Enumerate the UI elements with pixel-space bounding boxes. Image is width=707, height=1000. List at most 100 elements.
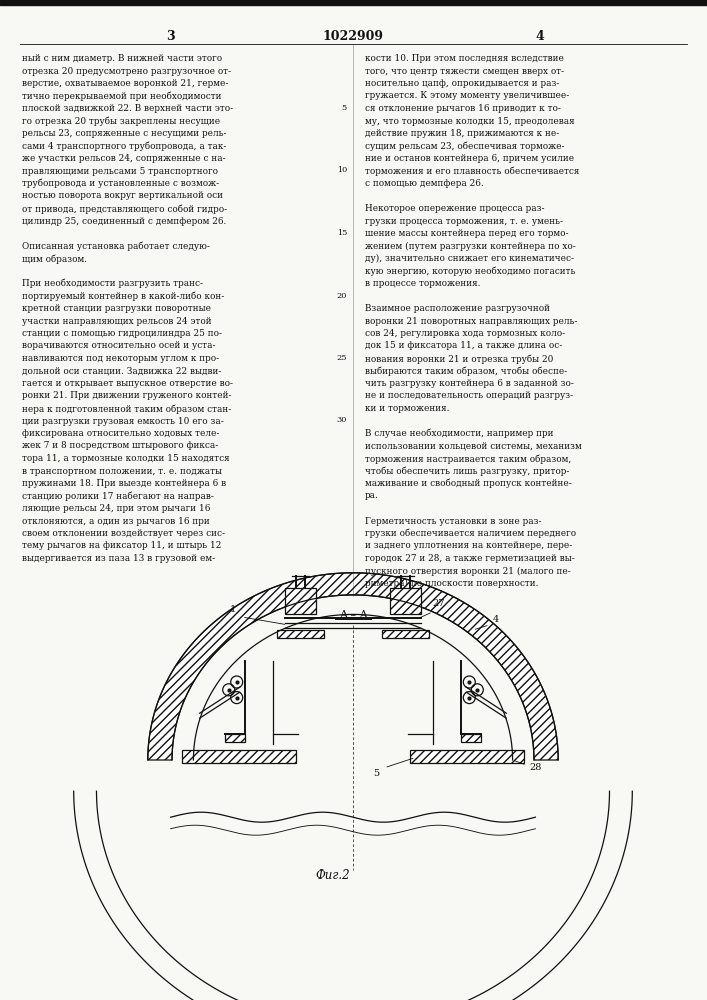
Text: Фиг.2: Фиг.2	[316, 869, 350, 882]
Text: ный с ним диаметр. В нижней части этого: ный с ним диаметр. В нижней части этого	[22, 54, 222, 63]
Text: нера к подготовленной таким образом стан-: нера к подготовленной таким образом стан…	[22, 404, 231, 414]
Text: 5: 5	[373, 768, 379, 778]
Text: использовании кольцевой системы, механизм: использовании кольцевой системы, механиз…	[365, 442, 582, 450]
Text: ду), значительно снижает его кинематичес-: ду), значительно снижает его кинематичес…	[365, 254, 574, 263]
Text: рельсы 23, сопряженные с несущими рель-: рельсы 23, сопряженные с несущими рель-	[22, 129, 226, 138]
Text: Некоторое опережение процесса раз-: Некоторое опережение процесса раз-	[365, 204, 544, 213]
Text: 20: 20	[337, 292, 347, 300]
Text: ся отклонение рычагов 16 приводит к то-: ся отклонение рычагов 16 приводит к то-	[365, 104, 561, 113]
Polygon shape	[148, 573, 559, 760]
Text: портируемый контейнер в какой-либо кон-: портируемый контейнер в какой-либо кон-	[22, 292, 224, 301]
Text: 28: 28	[530, 763, 542, 772]
Text: щим образом.: щим образом.	[22, 254, 87, 263]
Text: навливаются под некоторым углом к про-: навливаются под некоторым углом к про-	[22, 354, 219, 363]
Text: ностью поворота вокруг вертикальной оси: ностью поворота вокруг вертикальной оси	[22, 192, 223, 200]
Text: и заднего уплотнения на контейнере, пере-: и заднего уплотнения на контейнере, пере…	[365, 542, 572, 550]
Text: ворачиваются относительно осей и уста-: ворачиваются относительно осей и уста-	[22, 342, 216, 351]
Text: станцию ролики 17 набегают на направ-: станцию ролики 17 набегают на направ-	[22, 491, 214, 501]
Text: нования воронки 21 и отрезка трубы 20: нования воронки 21 и отрезка трубы 20	[365, 354, 554, 363]
Text: станции с помощью гидроцилиндра 25 по-: станции с помощью гидроцилиндра 25 по-	[22, 329, 222, 338]
Text: В случае необходимости, например при: В случае необходимости, например при	[365, 429, 554, 438]
Text: док 15 и фиксатора 11, а также длина ос-: док 15 и фиксатора 11, а также длина ос-	[365, 342, 562, 351]
Text: чить разгрузку контейнера 6 в заданной зо-: чить разгрузку контейнера 6 в заданной з…	[365, 379, 574, 388]
Text: 4: 4	[492, 615, 498, 624]
Text: 1022909: 1022909	[322, 30, 383, 43]
FancyBboxPatch shape	[225, 734, 245, 742]
Text: чтобы обеспечить лишь разгрузку, притор-: чтобы обеспечить лишь разгрузку, притор-	[365, 466, 569, 476]
Text: 4: 4	[536, 30, 544, 43]
Text: сов 24, регулировка хода тормозных коло-: сов 24, регулировка хода тормозных коло-	[365, 329, 565, 338]
Text: Взаимное расположение разгрузочной: Взаимное расположение разгрузочной	[365, 304, 550, 313]
Text: носительно цапф, опрокидывается и раз-: носительно цапф, опрокидывается и раз-	[365, 79, 559, 88]
Text: кости 10. При этом последняя вследствие: кости 10. При этом последняя вследствие	[365, 54, 564, 63]
Text: правляющими рельсами 5 транспортного: правляющими рельсами 5 транспортного	[22, 166, 218, 176]
Text: гружается. К этому моменту увеличившее-: гружается. К этому моменту увеличившее-	[365, 92, 569, 101]
Text: плоской задвижкой 22. В верхней части это-: плоской задвижкой 22. В верхней части эт…	[22, 104, 233, 113]
FancyBboxPatch shape	[382, 630, 429, 638]
Text: маживание и свободный пропуск контейне-: маживание и свободный пропуск контейне-	[365, 479, 572, 488]
Text: фиксирована относительно ходовых теле-: фиксирована относительно ходовых теле-	[22, 429, 219, 438]
Text: тично перекрываемой при необходимости: тично перекрываемой при необходимости	[22, 92, 221, 101]
Text: При необходимости разгрузить транс-: При необходимости разгрузить транс-	[22, 279, 203, 288]
Text: грузки обеспечивается наличием переднего: грузки обеспечивается наличием переднего	[365, 529, 576, 538]
Text: ции разгрузки грузовая емкость 10 его за-: ции разгрузки грузовая емкость 10 его за…	[22, 416, 223, 426]
Text: грузки процесса торможения, т. е. умень-: грузки процесса торможения, т. е. умень-	[365, 217, 563, 226]
Text: торможения настраивается таким образом,: торможения настраивается таким образом,	[365, 454, 571, 464]
Text: 27: 27	[432, 599, 445, 608]
Text: городок 27 и 28, а также герметизацией вы-: городок 27 и 28, а также герметизацией в…	[365, 554, 575, 563]
FancyBboxPatch shape	[285, 588, 316, 614]
Text: ронки 21. При движении груженого контей-: ронки 21. При движении груженого контей-	[22, 391, 231, 400]
Text: жением (путем разгрузки контейнера по хо-: жением (путем разгрузки контейнера по хо…	[365, 241, 575, 251]
Text: тему рычагов на фиксатор 11, и штырь 12: тему рычагов на фиксатор 11, и штырь 12	[22, 542, 221, 550]
Text: не и последовательность операций разгруз-: не и последовательность операций разгруз…	[365, 391, 573, 400]
FancyBboxPatch shape	[390, 588, 421, 614]
Text: шение массы контейнера перед его тормо-: шение массы контейнера перед его тормо-	[365, 229, 568, 238]
Text: кую энергию, которую необходимо погасить: кую энергию, которую необходимо погасить	[365, 266, 575, 276]
Text: дольной оси станции. Задвижка 22 выдви-: дольной оси станции. Задвижка 22 выдви-	[22, 366, 221, 375]
Text: ки и торможения.: ки и торможения.	[365, 404, 450, 413]
Text: верстие, охватываемое воронкой 21, герме-: верстие, охватываемое воронкой 21, герме…	[22, 79, 228, 88]
Text: торможения и его плавность обеспечивается: торможения и его плавность обеспечиваетс…	[365, 166, 579, 176]
Text: отрезка 20 предусмотрено разгрузочное от-: отрезка 20 предусмотрено разгрузочное от…	[22, 66, 231, 76]
Text: ляющие рельсы 24, при этом рычаги 16: ляющие рельсы 24, при этом рычаги 16	[22, 504, 211, 513]
Text: кретной станции разгрузки поворотные: кретной станции разгрузки поворотные	[22, 304, 211, 313]
Text: 30: 30	[337, 416, 347, 424]
Text: сами 4 транспортного трубопровода, а так-: сами 4 транспортного трубопровода, а так…	[22, 141, 226, 151]
Text: ние и останов контейнера 6, причем усилие: ние и останов контейнера 6, причем усили…	[365, 154, 574, 163]
Text: му, что тормозные колодки 15, преодолевая: му, что тормозные колодки 15, преодолева…	[365, 116, 575, 125]
Text: Описанная установка работает следую-: Описанная установка работает следую-	[22, 241, 210, 251]
Text: от привода, представляющего собой гидро-: от привода, представляющего собой гидро-	[22, 204, 227, 214]
Text: того, что центр тяжести смещен вверх от-: того, что центр тяжести смещен вверх от-	[365, 66, 564, 76]
Text: риметра) по плоскости поверхности.: риметра) по плоскости поверхности.	[365, 579, 539, 588]
Text: трубопровода и установленные с возмож-: трубопровода и установленные с возмож-	[22, 179, 219, 188]
Text: цилиндр 25, соединенный с демпфером 26.: цилиндр 25, соединенный с демпфером 26.	[22, 217, 226, 226]
Text: пускного отверстия воронки 21 (малого пе-: пускного отверстия воронки 21 (малого пе…	[365, 566, 571, 576]
Text: 1: 1	[230, 605, 236, 614]
Text: пружинами 18. При выезде контейнера 6 в: пружинами 18. При выезде контейнера 6 в	[22, 479, 226, 488]
Text: го отрезка 20 трубы закреплены несущие: го отрезка 20 трубы закреплены несущие	[22, 116, 220, 126]
Text: 3: 3	[165, 30, 175, 43]
Text: Герметичность установки в зоне раз-: Герметичность установки в зоне раз-	[365, 516, 542, 526]
Text: участки направляющих рельсов 24 этой: участки направляющих рельсов 24 этой	[22, 316, 211, 326]
Text: в транспортном положении, т. е. поджаты: в транспортном положении, т. е. поджаты	[22, 466, 222, 476]
Text: 10: 10	[337, 166, 347, 174]
Text: воронки 21 поворотных направляющих рель-: воронки 21 поворотных направляющих рель-	[365, 316, 578, 326]
Text: жек 7 и 8 посредством штырового фикса-: жек 7 и 8 посредством штырового фикса-	[22, 442, 218, 450]
FancyBboxPatch shape	[182, 750, 296, 763]
Text: действие пружин 18, прижимаются к не-: действие пружин 18, прижимаются к не-	[365, 129, 559, 138]
FancyBboxPatch shape	[410, 750, 524, 763]
FancyBboxPatch shape	[461, 734, 481, 742]
Text: отклоняются, а один из рычагов 16 при: отклоняются, а один из рычагов 16 при	[22, 516, 210, 526]
Text: своем отклонении воздействует через сис-: своем отклонении воздействует через сис-	[22, 529, 225, 538]
Text: тора 11, а тормозные колодки 15 находятся: тора 11, а тормозные колодки 15 находятс…	[22, 454, 230, 463]
Text: с помощью демпфера 26.: с помощью демпфера 26.	[365, 179, 484, 188]
Text: выбираются таким образом, чтобы обеспе-: выбираются таким образом, чтобы обеспе-	[365, 366, 567, 376]
Text: A – A: A – A	[339, 610, 368, 620]
Text: 25: 25	[337, 354, 347, 362]
Text: в процессе торможения.: в процессе торможения.	[365, 279, 481, 288]
Text: сущим рельсам 23, обеспечивая торможе-: сущим рельсам 23, обеспечивая торможе-	[365, 141, 564, 151]
Text: гается и открывает выпускное отверстие во-: гается и открывает выпускное отверстие в…	[22, 379, 233, 388]
Text: ра.: ра.	[365, 491, 379, 500]
Text: же участки рельсов 24, сопряженные с на-: же участки рельсов 24, сопряженные с на-	[22, 154, 226, 163]
FancyBboxPatch shape	[276, 630, 324, 638]
